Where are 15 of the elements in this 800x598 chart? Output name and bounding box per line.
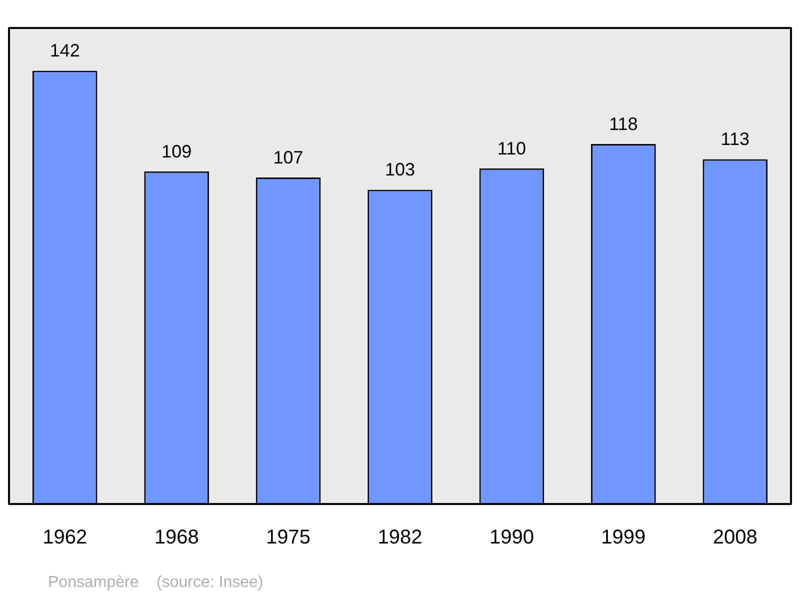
x-tick-label: 2008 xyxy=(712,526,758,549)
x-tick-label: 1968 xyxy=(154,526,199,549)
x-tick-label: 1990 xyxy=(489,526,534,549)
data-label: 107 xyxy=(273,147,304,168)
x-tick-label: 1999 xyxy=(601,526,646,549)
data-label: 118 xyxy=(609,114,638,134)
x-tick-label: 1982 xyxy=(378,526,422,549)
data-label: 109 xyxy=(162,141,192,162)
x-tick-label: 1975 xyxy=(266,526,311,549)
data-label: 103 xyxy=(384,160,416,180)
data-label: 110 xyxy=(497,138,526,158)
data-label: 113 xyxy=(720,129,750,150)
x-tick-label: 1962 xyxy=(42,526,88,549)
text: Ponsampère (source: Insee) xyxy=(48,574,264,592)
data-label: 142 xyxy=(50,40,80,61)
